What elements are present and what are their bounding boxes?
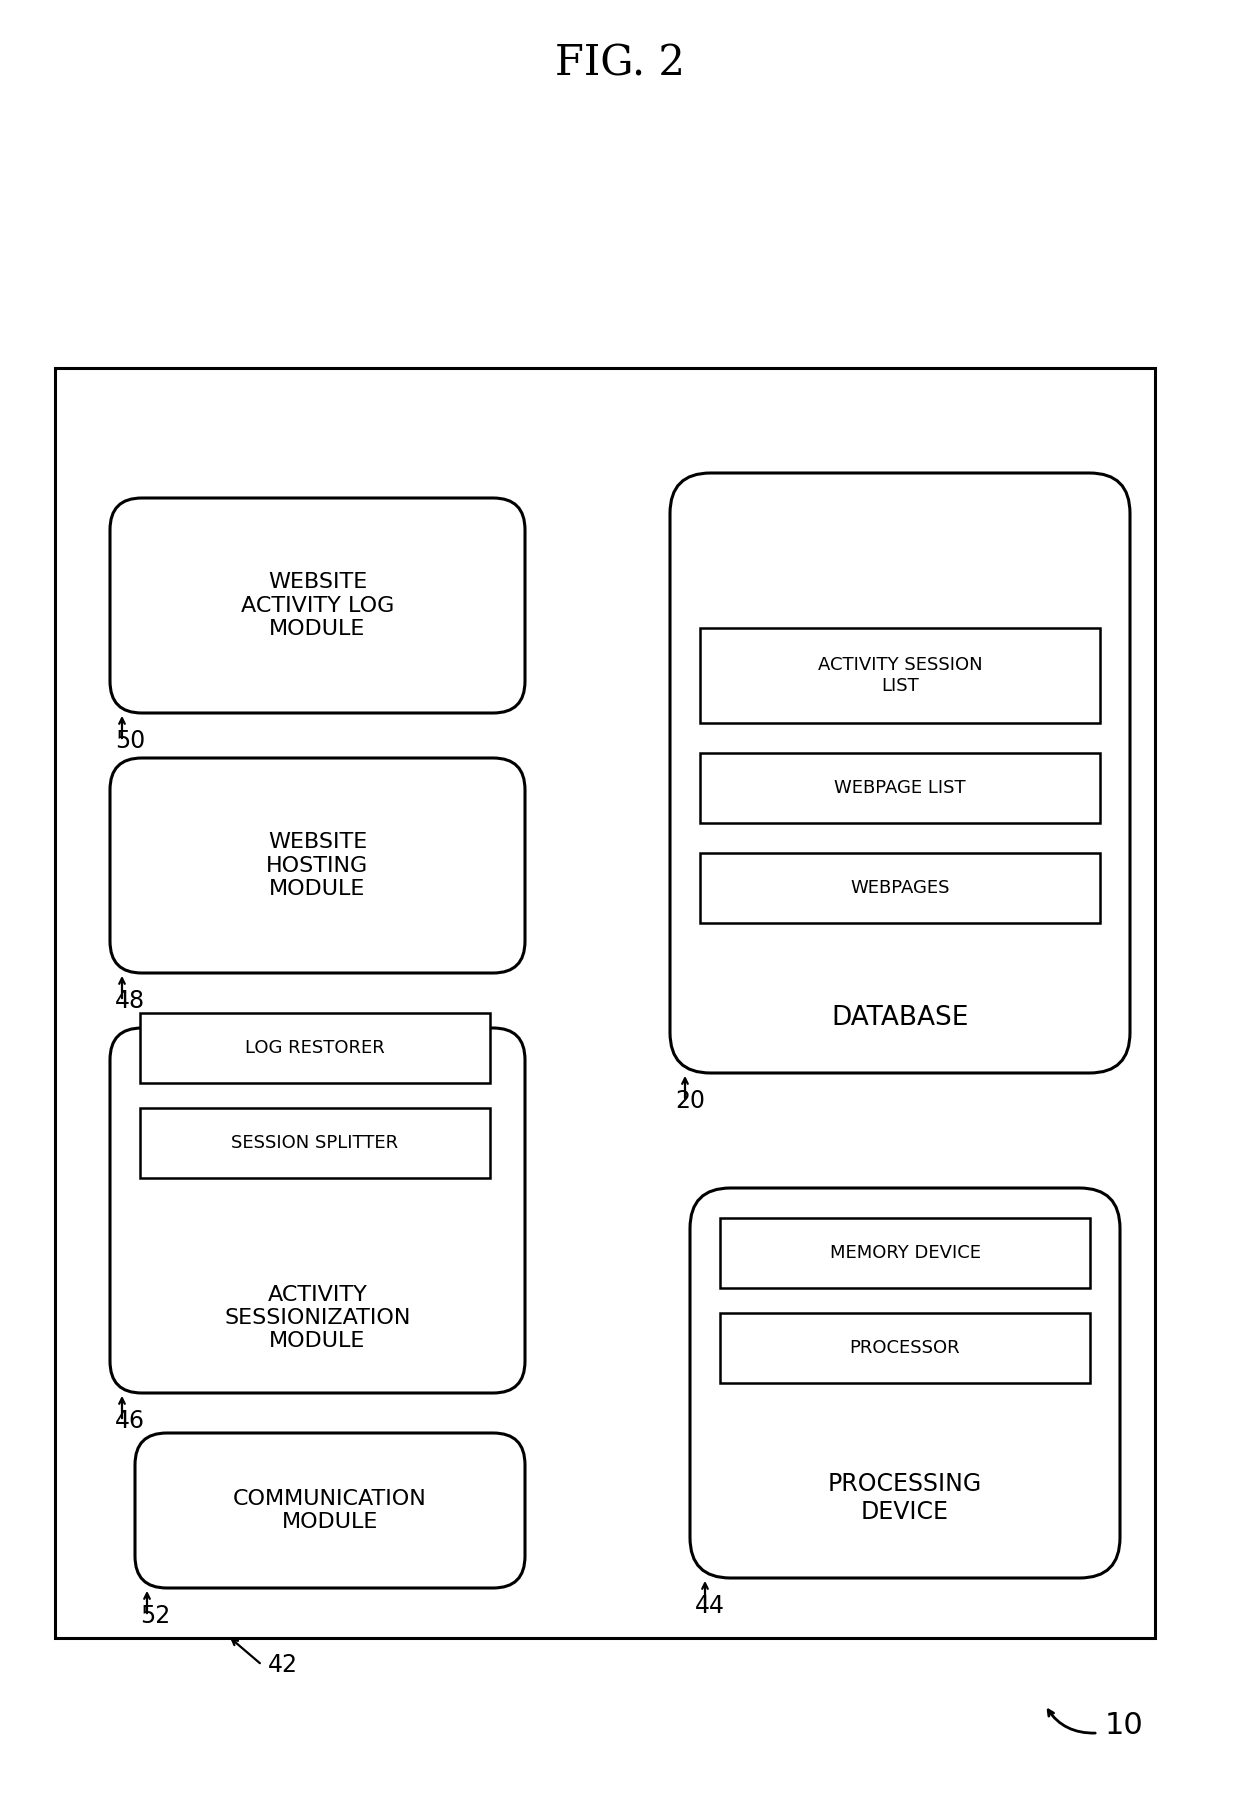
Text: 10: 10 [1105,1711,1143,1739]
Text: PROCESSOR: PROCESSOR [849,1339,960,1357]
Bar [140,1108,490,1178]
Text: DATABASE: DATABASE [831,1006,968,1031]
Text: ACTIVITY
SESSIONIZATION
MODULE: ACTIVITY SESSIONIZATION MODULE [224,1286,410,1352]
Bar [701,853,1100,923]
Text: LOG RESTORER: LOG RESTORER [246,1038,384,1058]
FancyBboxPatch shape [670,473,1130,1072]
Text: FIG. 2: FIG. 2 [556,41,684,84]
Text: 44: 44 [694,1594,725,1617]
Text: 46: 46 [115,1409,145,1433]
FancyBboxPatch shape [110,758,525,974]
Bar [140,1013,490,1083]
Text: PROCESSING
DEVICE: PROCESSING DEVICE [828,1472,982,1524]
Bar [55,368,1154,1639]
Bar [720,1312,1090,1382]
Bar [701,753,1100,823]
Text: 52: 52 [140,1605,170,1628]
Text: WEBSITE
ACTIVITY LOG
MODULE: WEBSITE ACTIVITY LOG MODULE [241,572,394,638]
FancyBboxPatch shape [689,1189,1120,1578]
FancyBboxPatch shape [110,498,525,714]
Text: WEBPAGES: WEBPAGES [851,879,950,896]
Text: ACTIVITY SESSION
LIST: ACTIVITY SESSION LIST [817,656,982,696]
Text: 20: 20 [675,1088,706,1113]
Text: SESSION SPLITTER: SESSION SPLITTER [232,1133,398,1151]
Bar [701,628,1100,723]
Text: MEMORY DEVICE: MEMORY DEVICE [830,1244,981,1262]
Text: 50: 50 [115,730,145,753]
Text: COMMUNICATION
MODULE: COMMUNICATION MODULE [233,1488,427,1531]
Text: 48: 48 [115,990,145,1013]
FancyBboxPatch shape [110,1027,525,1393]
Text: 42: 42 [268,1653,298,1676]
Text: WEBSITE
HOSTING
MODULE: WEBSITE HOSTING MODULE [267,832,368,898]
Text: WEBPAGE LIST: WEBPAGE LIST [835,778,966,798]
FancyBboxPatch shape [135,1433,525,1589]
Bar [720,1217,1090,1287]
